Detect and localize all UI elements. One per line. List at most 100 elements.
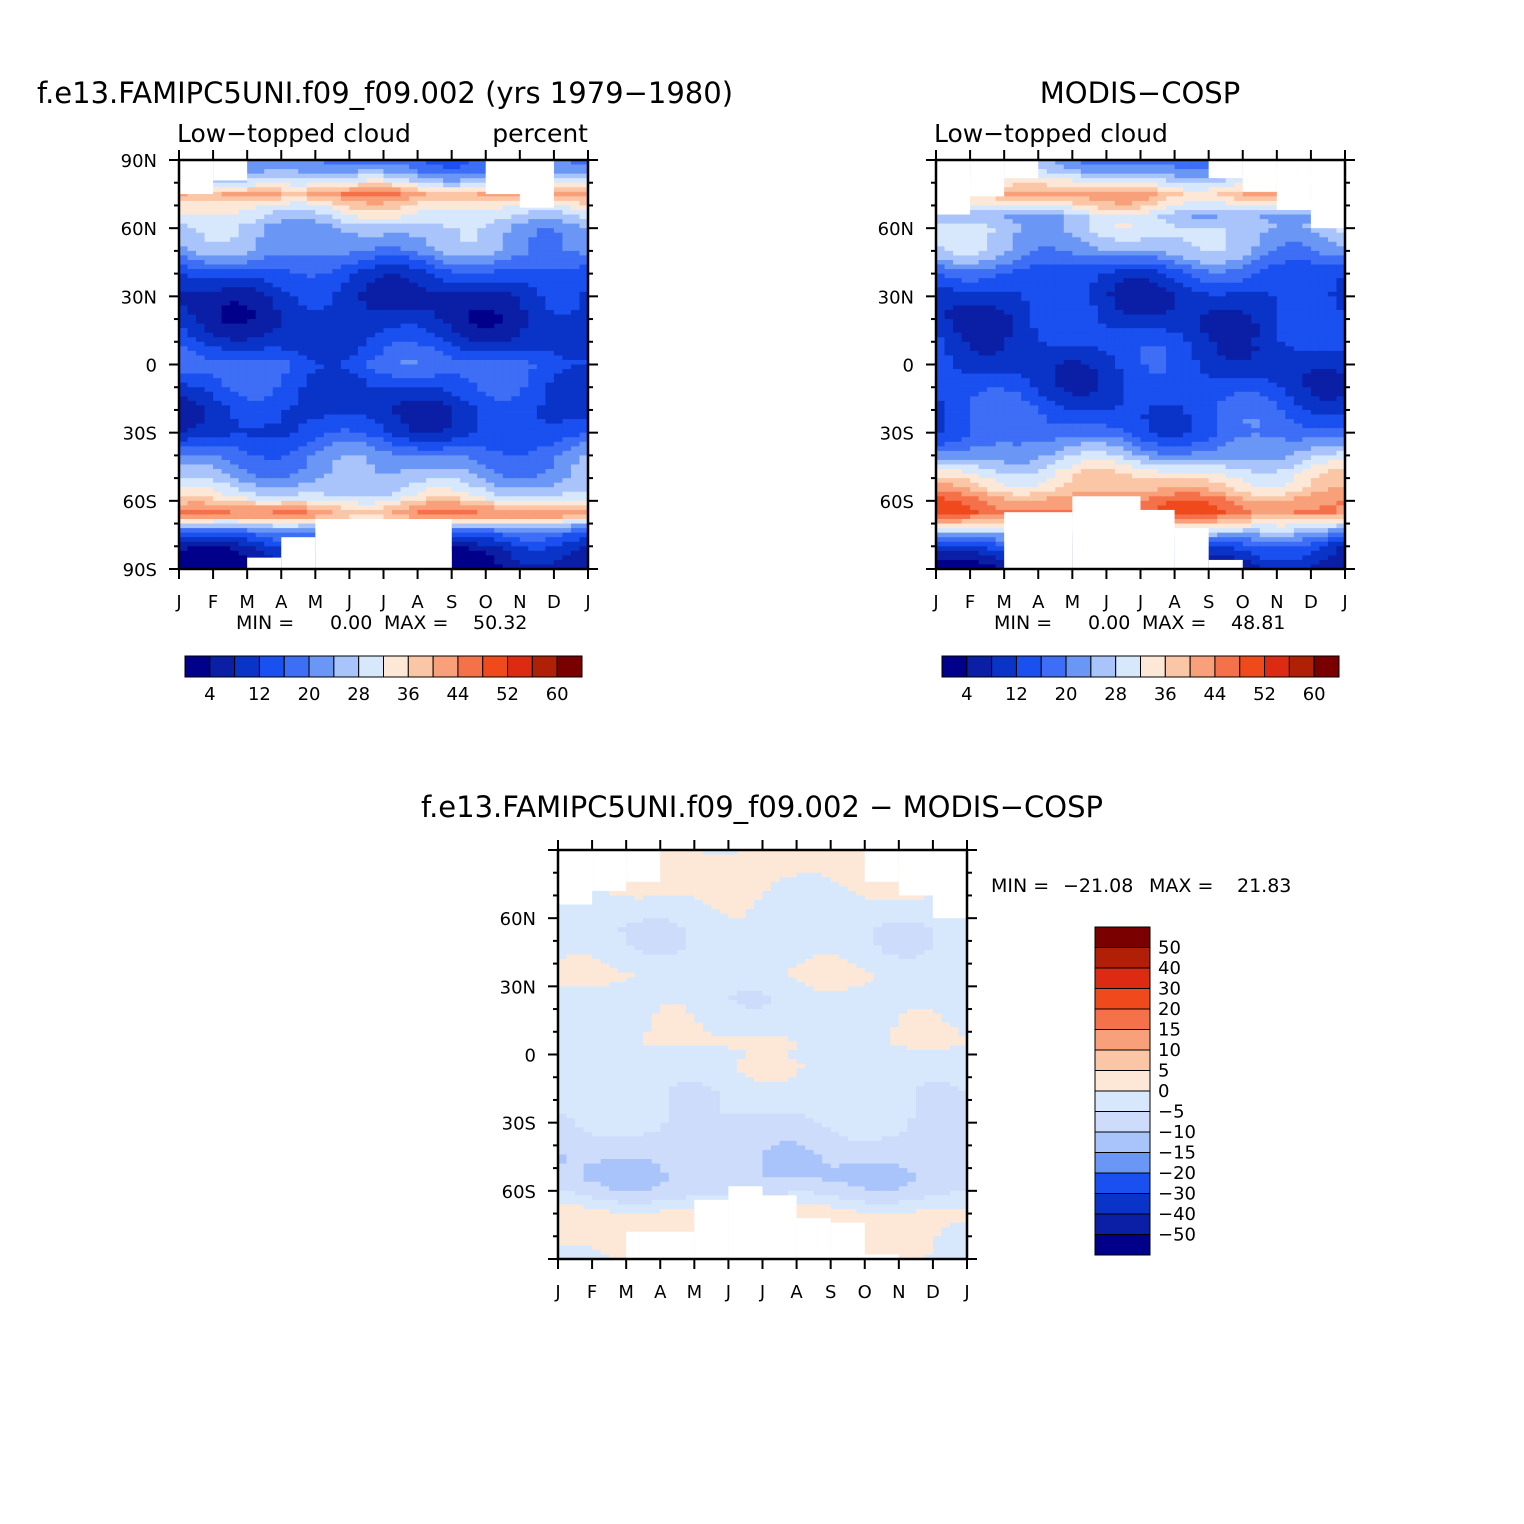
heatmap-cell — [545, 387, 555, 393]
heatmap-cell — [187, 441, 197, 447]
heatmap-cell — [451, 282, 461, 288]
heatmap-cell — [289, 350, 299, 357]
heatmap-cell — [255, 259, 265, 266]
heatmap-cell — [485, 396, 495, 402]
heatmap-cell — [179, 237, 189, 243]
heatmap-cell — [315, 464, 325, 470]
heatmap-cell — [187, 209, 197, 216]
heatmap-cell — [953, 291, 963, 297]
heatmap-cell — [298, 519, 308, 525]
heatmap-cell — [264, 500, 274, 506]
heatmap-cell — [340, 264, 351, 270]
heatmap-cell — [383, 478, 393, 484]
heatmap-cell — [570, 223, 581, 229]
heatmap-cell — [230, 241, 240, 247]
heatmap-cell — [374, 359, 385, 366]
heatmap-cell — [315, 423, 325, 429]
heatmap-cell — [264, 278, 274, 284]
heatmap-cell — [196, 509, 206, 516]
heatmap-cell — [579, 328, 589, 334]
heatmap-cell — [477, 391, 487, 397]
heatmap-cell — [281, 296, 291, 302]
heatmap-cell — [961, 446, 971, 452]
heatmap-cell — [247, 255, 257, 261]
heatmap-cell — [221, 387, 231, 393]
heatmap-cell — [477, 364, 487, 370]
heatmap-cell — [579, 214, 589, 220]
heatmap-cell — [451, 514, 461, 520]
heatmap-cell — [562, 232, 572, 238]
heatmap-cell — [230, 478, 240, 484]
heatmap-cell — [970, 246, 980, 252]
heatmap-cell — [536, 519, 546, 525]
heatmap-cell — [392, 500, 402, 506]
heatmap-cell — [400, 169, 410, 175]
heatmap-cell — [460, 400, 470, 406]
heatmap-cell — [961, 223, 971, 229]
heatmap-field — [936, 160, 1346, 570]
heatmap-cell — [562, 378, 572, 384]
heatmap-cell — [417, 228, 427, 234]
heatmap-cell — [247, 541, 257, 547]
heatmap-cell — [443, 428, 453, 434]
heatmap-cell — [519, 341, 529, 347]
heatmap-cell — [468, 455, 478, 461]
heatmap-cell — [204, 314, 214, 320]
heatmap-cell — [511, 541, 521, 547]
heatmap-cell — [289, 423, 299, 429]
heatmap-cell — [400, 509, 410, 516]
heatmap-cell — [230, 487, 240, 493]
heatmap-cell — [213, 328, 223, 334]
heatmap-cell — [400, 200, 410, 207]
heatmap-cell — [366, 400, 376, 406]
heatmap-cell — [306, 450, 316, 456]
heatmap-cell — [281, 428, 291, 434]
heatmap-cell — [434, 328, 444, 334]
heatmap-cell — [545, 541, 555, 547]
heatmap-cell — [247, 469, 257, 475]
heatmap-cell — [213, 391, 223, 397]
heatmap-cell — [485, 464, 495, 470]
heatmap-cell — [570, 500, 581, 506]
heatmap-cell — [289, 323, 299, 329]
heatmap-cell — [485, 237, 495, 243]
heatmap-cell — [536, 496, 546, 502]
heatmap-cell — [553, 396, 564, 402]
heatmap-cell — [536, 414, 546, 420]
heatmap-cell — [366, 378, 376, 384]
heatmap-cell — [221, 464, 231, 470]
heatmap-cell — [204, 332, 214, 338]
heatmap-cell — [502, 423, 512, 429]
heatmap-cell — [494, 469, 504, 475]
heatmap-cell — [315, 300, 325, 307]
heatmap-cell — [443, 209, 453, 216]
heatmap-cell — [417, 187, 427, 193]
heatmap-cell — [536, 228, 546, 234]
heatmap-cell — [502, 328, 512, 334]
heatmap-cell — [196, 532, 206, 538]
heatmap-cell — [494, 482, 504, 488]
heatmap-cell — [383, 464, 393, 470]
heatmap-cell — [187, 450, 197, 456]
heatmap-cell — [477, 341, 487, 347]
heatmap-cell — [187, 519, 197, 525]
heatmap-cell — [434, 396, 444, 402]
heatmap-cell — [357, 364, 368, 370]
heatmap-cell — [383, 214, 393, 220]
heatmap-cell — [264, 191, 274, 197]
heatmap-cell — [409, 391, 419, 397]
heatmap-cell — [349, 169, 359, 175]
heatmap-cell — [204, 550, 214, 556]
heatmap-cell — [264, 537, 274, 543]
heatmap-cell — [349, 441, 359, 447]
heatmap-cell — [289, 396, 299, 402]
heatmap-cell — [936, 514, 946, 520]
heatmap-cell — [306, 341, 316, 347]
heatmap-cell — [570, 209, 581, 216]
heatmap-cell — [187, 528, 197, 534]
heatmap-cell — [238, 555, 248, 561]
heatmap-cell — [255, 446, 265, 452]
heatmap-cell — [443, 396, 453, 402]
heatmap-cell — [426, 259, 436, 266]
heatmap-cell — [443, 441, 453, 447]
